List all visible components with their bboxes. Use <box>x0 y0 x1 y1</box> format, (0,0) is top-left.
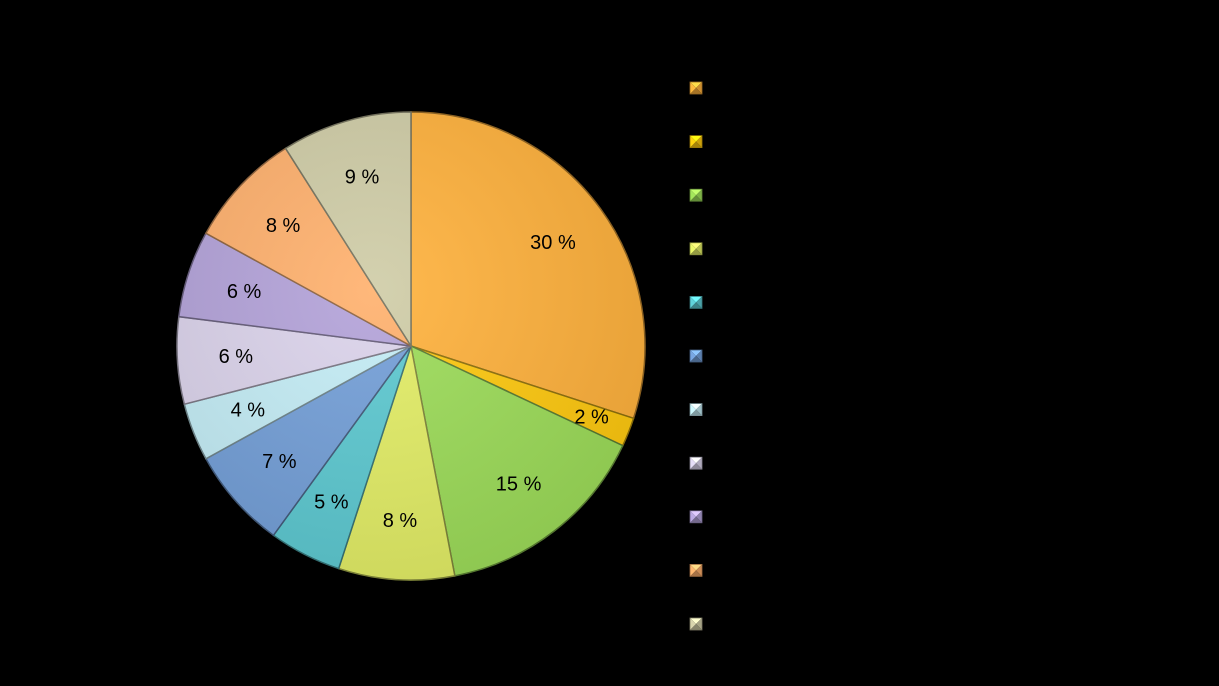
slice-label-2: 2 % <box>574 406 609 428</box>
slice-label-5: 5 % <box>314 491 349 513</box>
legend-item-10 <box>689 564 703 577</box>
legend-item-3 <box>689 188 703 202</box>
legend-item-8 <box>689 456 703 470</box>
slice-label-9: 6 % <box>227 281 262 303</box>
legend-item-7 <box>689 403 703 417</box>
slice-label-10: 8 % <box>266 215 301 237</box>
slice-label-4: 8 % <box>383 510 418 532</box>
legend-item-4 <box>689 242 703 256</box>
slice-label-8: 6 % <box>219 346 254 368</box>
legend-item-9 <box>689 510 703 524</box>
chart-legend <box>689 81 703 631</box>
legend-item-5 <box>689 295 703 309</box>
slice-label-7: 4 % <box>231 400 266 422</box>
slice-label-6: 7 % <box>262 451 297 473</box>
slice-label-1: 30 % <box>530 232 576 254</box>
legend-item-6 <box>689 349 703 363</box>
legend-item-11 <box>689 617 703 631</box>
legend-item-2 <box>689 135 703 149</box>
legend-item-1 <box>689 81 703 95</box>
pie-data-labels: 30 % 2 % 15 % 8 % 5 % 7 % 4 % 6 % 6 % 8 % 9 % <box>219 166 609 532</box>
slice-label-11: 9 % <box>345 166 380 188</box>
slice-label-3: 15 % <box>496 474 542 496</box>
